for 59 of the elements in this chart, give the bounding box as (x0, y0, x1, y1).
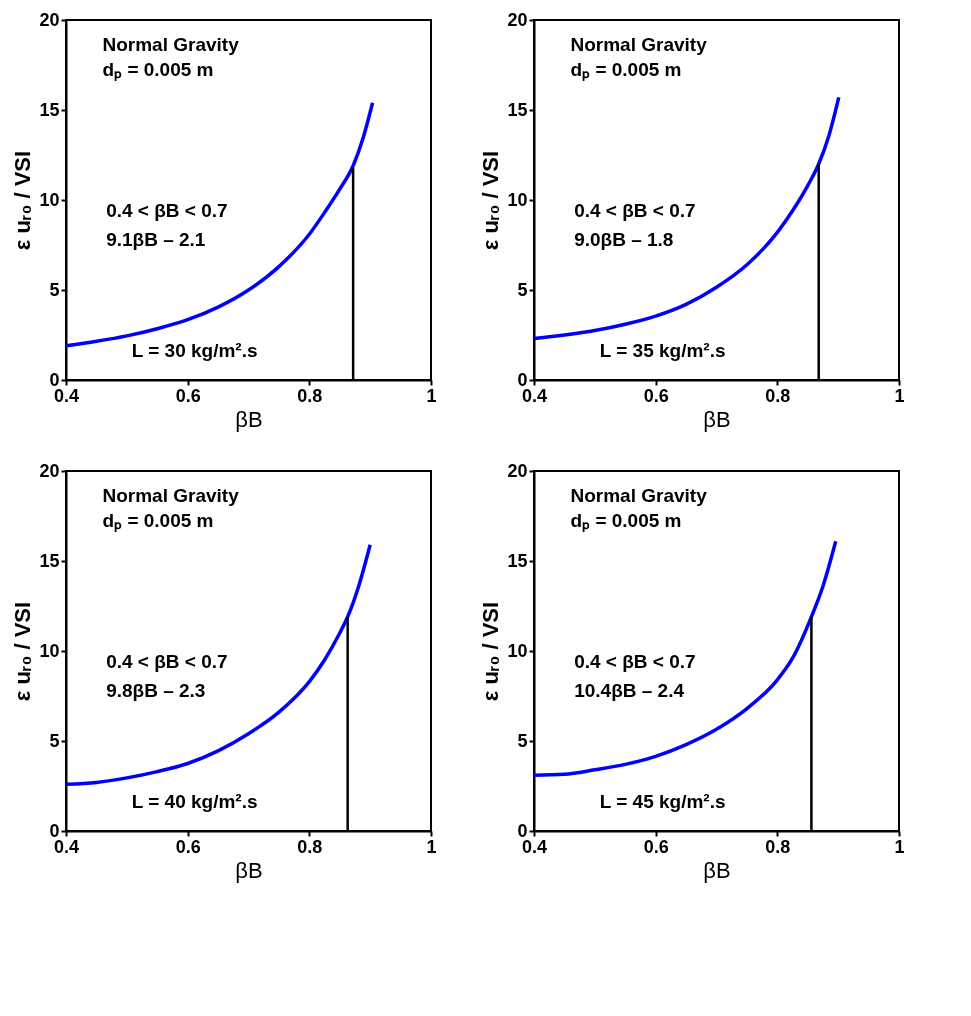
y-axis-title: ε uᵣ₀ / VSI (10, 150, 36, 251)
x-tick-label: 0.6 (643, 836, 669, 857)
y-tick-label: 20 (507, 9, 528, 30)
annotation: dₚ = 0.005 m (570, 59, 682, 82)
y-tick-label: 10 (507, 640, 528, 661)
x-tick-label: 0.8 (297, 385, 323, 406)
annotation: 9.0βB – 1.8 (574, 228, 674, 250)
y-tick-label: 5 (517, 730, 528, 751)
annotation: Normal Gravity (102, 34, 240, 56)
line-series (532, 539, 838, 777)
y-axis-title: ε uᵣ₀ / VSI (10, 601, 36, 702)
annotation: dₚ = 0.005 m (570, 510, 682, 533)
y-tick-label: 10 (39, 189, 60, 210)
y-tick-label: 5 (49, 279, 60, 300)
x-tick-label: 0.6 (643, 385, 669, 406)
x-tick-label: 1 (894, 385, 905, 406)
annotation: 9.1βB – 2.1 (106, 228, 206, 250)
x-tick-label: 1 (894, 836, 905, 857)
x-axis-title: βB (235, 857, 263, 883)
annotation: 0.4 < βB < 0.7 (574, 650, 696, 672)
y-tick-label: 15 (39, 550, 60, 571)
annotation: 0.4 < βB < 0.7 (106, 199, 228, 221)
y-tick-label: 20 (39, 9, 60, 30)
annotation: L = 45 kg/m².s (599, 791, 726, 813)
x-tick-label: 0.8 (297, 836, 323, 857)
annotation: 9.8βB – 2.3 (106, 679, 206, 701)
annotation: Normal Gravity (570, 485, 708, 507)
annotation: dₚ = 0.005 m (102, 510, 214, 533)
y-tick-label: 20 (507, 460, 528, 481)
annotation: 10.4βB – 2.4 (574, 679, 685, 701)
x-tick-label: 0.8 (765, 836, 791, 857)
y-axis-title: ε uᵣ₀ / VSI (478, 601, 504, 702)
annotation: L = 35 kg/m².s (599, 340, 726, 362)
y-tick-label: 10 (507, 189, 528, 210)
y-tick-label: 5 (517, 279, 528, 300)
y-tick-label: 15 (39, 99, 60, 120)
y-axis-title: ε uᵣ₀ / VSI (478, 150, 504, 251)
y-tick-label: 5 (49, 730, 60, 751)
x-tick-label: 0.6 (175, 385, 201, 406)
annotation: 0.4 < βB < 0.7 (574, 199, 696, 221)
y-tick-label: 15 (507, 99, 528, 120)
line-series (532, 95, 841, 341)
y-tick-label: 20 (39, 460, 60, 481)
x-axis-title: βB (703, 857, 731, 883)
y-tick-label: 10 (39, 640, 60, 661)
annotation: Normal Gravity (102, 485, 240, 507)
annotation: L = 30 kg/m².s (131, 340, 258, 362)
annotation: dₚ = 0.005 m (102, 59, 214, 82)
y-tick-label: 15 (507, 550, 528, 571)
line-series (64, 543, 372, 786)
annotation: L = 40 kg/m².s (131, 791, 258, 813)
annotation: 0.4 < βB < 0.7 (106, 650, 228, 672)
x-tick-label: 0.6 (175, 836, 201, 857)
x-axis-title: βB (235, 406, 263, 432)
x-tick-label: 0.8 (765, 385, 791, 406)
x-tick-label: 1 (426, 385, 437, 406)
x-axis-title: βB (703, 406, 731, 432)
annotation: Normal Gravity (570, 34, 708, 56)
x-tick-label: 1 (426, 836, 437, 857)
